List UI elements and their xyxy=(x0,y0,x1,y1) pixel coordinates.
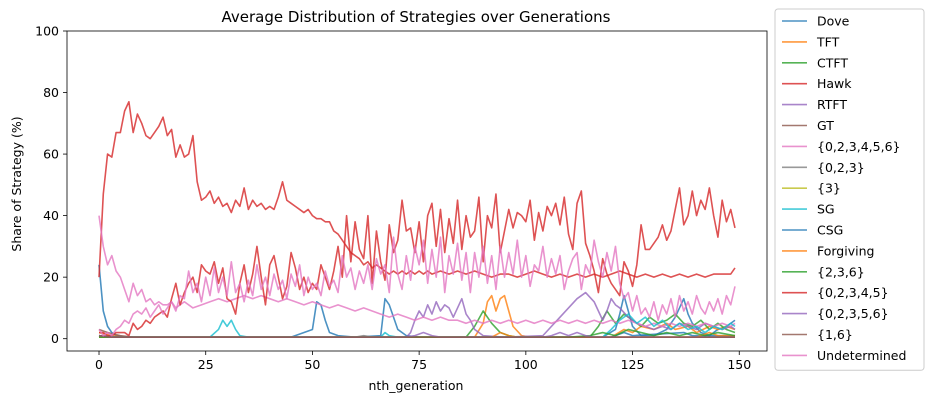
x-axis-title: nth_generation xyxy=(369,378,464,393)
legend-label: Forgiving xyxy=(817,243,874,258)
series-line xyxy=(98,313,736,338)
legend-label: {1,6} xyxy=(817,327,853,342)
x-tick-label: 100 xyxy=(514,357,538,372)
y-tick-label: 60 xyxy=(43,147,59,162)
y-axis: 0 20 40 60 80 100 xyxy=(35,24,67,346)
y-tick-label: 20 xyxy=(43,270,59,285)
series-line xyxy=(98,291,736,338)
series-line xyxy=(99,328,736,338)
legend-label: {0,2,3,4,5} xyxy=(817,285,889,300)
legend-frame xyxy=(774,8,925,371)
legend-label: CTFT xyxy=(817,55,848,70)
y-tick-label: 100 xyxy=(35,24,59,39)
legend-label: {0,2,3,5,6} xyxy=(817,306,889,321)
x-tick-label: 0 xyxy=(95,357,103,372)
chart-title: Average Distribution of Strategies over … xyxy=(222,8,611,26)
plot-frame xyxy=(66,30,768,352)
y-axis-title: Share of Strategy (%) xyxy=(9,116,24,251)
legend-label: {2,3,6} xyxy=(817,264,865,279)
legend-label: {0,2,3,4,5,6} xyxy=(817,139,901,154)
x-tick-label: 25 xyxy=(198,357,214,372)
series-line xyxy=(99,187,736,337)
legend-label: GT xyxy=(817,118,834,133)
legend-label: Undetermined xyxy=(817,348,906,363)
x-axis: 0 25 50 75 100 125 150 xyxy=(95,351,751,372)
legend-label: Dove xyxy=(817,14,850,29)
y-tick-label: 40 xyxy=(43,208,59,223)
plot-area xyxy=(98,100,736,338)
legend-label: {0,2,3} xyxy=(817,160,865,175)
series-line xyxy=(98,236,736,337)
legend-label: TFT xyxy=(816,34,840,49)
y-tick-label: 80 xyxy=(43,85,59,100)
x-tick-label: 75 xyxy=(411,357,427,372)
legend-label: CSG xyxy=(817,223,843,238)
legend-label: {3} xyxy=(817,181,841,196)
legend-label: SG xyxy=(817,202,835,217)
legend-label: RTFT xyxy=(817,97,847,112)
series-line xyxy=(98,310,736,338)
legend-label: Hawk xyxy=(817,76,852,91)
x-tick-label: 125 xyxy=(621,357,645,372)
series-line xyxy=(98,100,736,278)
y-tick-label: 0 xyxy=(51,331,59,346)
legend: Dove TFT CTFT Hawk RTFT GT {0,2,3,4,5,6} {0,2,3… xyxy=(774,8,925,371)
x-tick-label: 150 xyxy=(727,357,751,372)
x-tick-label: 50 xyxy=(304,357,320,372)
